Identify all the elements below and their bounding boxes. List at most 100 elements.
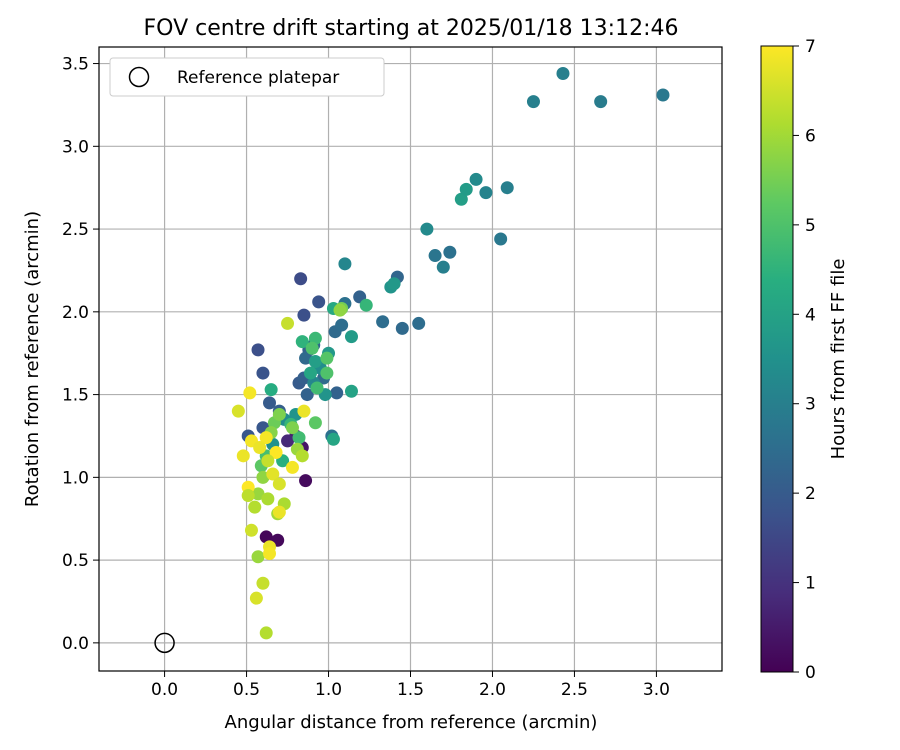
data-point (459, 182, 473, 196)
data-point (338, 257, 352, 271)
colorbar: 0 1 2 3 4 5 6 7 Hours from first FF file (760, 37, 849, 683)
data-point (272, 505, 286, 519)
colorbar-tick-label: 5 (805, 216, 816, 236)
colorbar-tick-label: 1 (805, 574, 816, 594)
reference-marker (154, 632, 175, 654)
data-point (266, 467, 280, 481)
data-point (479, 186, 493, 200)
data-point (281, 434, 295, 448)
data-point (656, 88, 670, 102)
data-points (231, 66, 670, 640)
x-tick-label: 3.0 (643, 680, 670, 700)
data-point (231, 404, 245, 418)
chart-title: FOV centre drift starting at 2025/01/18 … (144, 16, 679, 41)
data-point (303, 366, 317, 380)
data-point (261, 454, 275, 468)
data-point (285, 421, 299, 435)
data-point (241, 489, 255, 503)
y-tick-label: 0.0 (62, 634, 89, 654)
colorbar-tick-label: 0 (805, 663, 816, 683)
data-point (333, 303, 347, 317)
colorbar-tick-label: 2 (805, 484, 816, 504)
data-point (299, 351, 313, 365)
data-point (236, 449, 250, 463)
colorbar-gradient (760, 45, 794, 673)
data-point (412, 316, 426, 330)
data-point (443, 245, 457, 259)
data-point (261, 492, 275, 506)
y-tick-label: 1.5 (62, 386, 89, 406)
data-point (259, 530, 273, 544)
data-point (335, 318, 349, 332)
data-point (469, 172, 483, 186)
x-tick-label: 1.5 (397, 680, 424, 700)
data-point (359, 298, 373, 312)
data-point (285, 460, 299, 474)
data-point (420, 222, 434, 236)
data-point (294, 272, 308, 286)
data-point (320, 366, 334, 380)
data-point (256, 366, 270, 380)
data-point (292, 431, 306, 445)
data-point (312, 295, 326, 309)
data-point (556, 66, 570, 80)
data-point (295, 449, 309, 463)
x-tick-label: 0.5 (233, 680, 260, 700)
data-point (259, 431, 273, 445)
legend-label: Reference platepar (177, 68, 339, 88)
data-point (308, 416, 322, 430)
data-point (436, 260, 450, 274)
data-point (272, 477, 286, 491)
x-tick-label: 2.0 (479, 680, 506, 700)
data-point (454, 192, 468, 206)
data-point (251, 487, 265, 501)
data-point (305, 341, 319, 355)
legend-marker-icon (128, 66, 150, 88)
data-point (272, 407, 286, 421)
data-point (248, 500, 262, 514)
data-point (395, 321, 409, 335)
y-tick-label: 2.0 (62, 303, 89, 323)
data-point (264, 383, 278, 397)
x-axis: 0.0 0.5 1.0 1.5 2.0 2.5 3.0 (151, 671, 670, 700)
data-point (251, 343, 265, 357)
data-point (281, 316, 295, 330)
y-tick-label: 3.0 (62, 137, 89, 157)
y-axis-label: Rotation from reference (arcmin) (22, 211, 43, 507)
data-point (300, 388, 314, 402)
data-point (308, 354, 322, 368)
data-point (295, 335, 309, 349)
data-point (263, 396, 277, 410)
data-point (308, 331, 322, 345)
data-point (344, 330, 358, 344)
y-tick-label: 1.0 (62, 468, 89, 488)
colorbar-tick-label: 4 (805, 305, 816, 325)
data-point (299, 474, 313, 488)
data-point (243, 386, 257, 400)
data-point (326, 432, 340, 446)
data-point (494, 232, 508, 246)
data-point (256, 576, 270, 590)
colorbar-label: Hours from first FF file (828, 259, 849, 460)
legend: Reference platepar (109, 57, 385, 97)
data-point (251, 550, 265, 564)
data-point (310, 381, 324, 395)
data-point (269, 446, 283, 460)
data-point (297, 308, 311, 322)
data-point (500, 181, 514, 195)
y-tick-label: 3.5 (62, 55, 89, 75)
data-point (263, 546, 277, 560)
data-point (344, 384, 358, 398)
data-point (256, 470, 270, 484)
data-point (249, 591, 263, 605)
x-tick-label: 2.5 (561, 680, 588, 700)
y-tick-label: 0.5 (62, 551, 89, 571)
data-point (594, 95, 608, 109)
data-point (297, 404, 311, 418)
data-point (259, 626, 273, 640)
colorbar-tick-label: 6 (805, 126, 816, 146)
data-point (320, 351, 334, 365)
colorbar-tick-label: 7 (805, 37, 816, 57)
x-tick-label: 0.0 (151, 680, 178, 700)
